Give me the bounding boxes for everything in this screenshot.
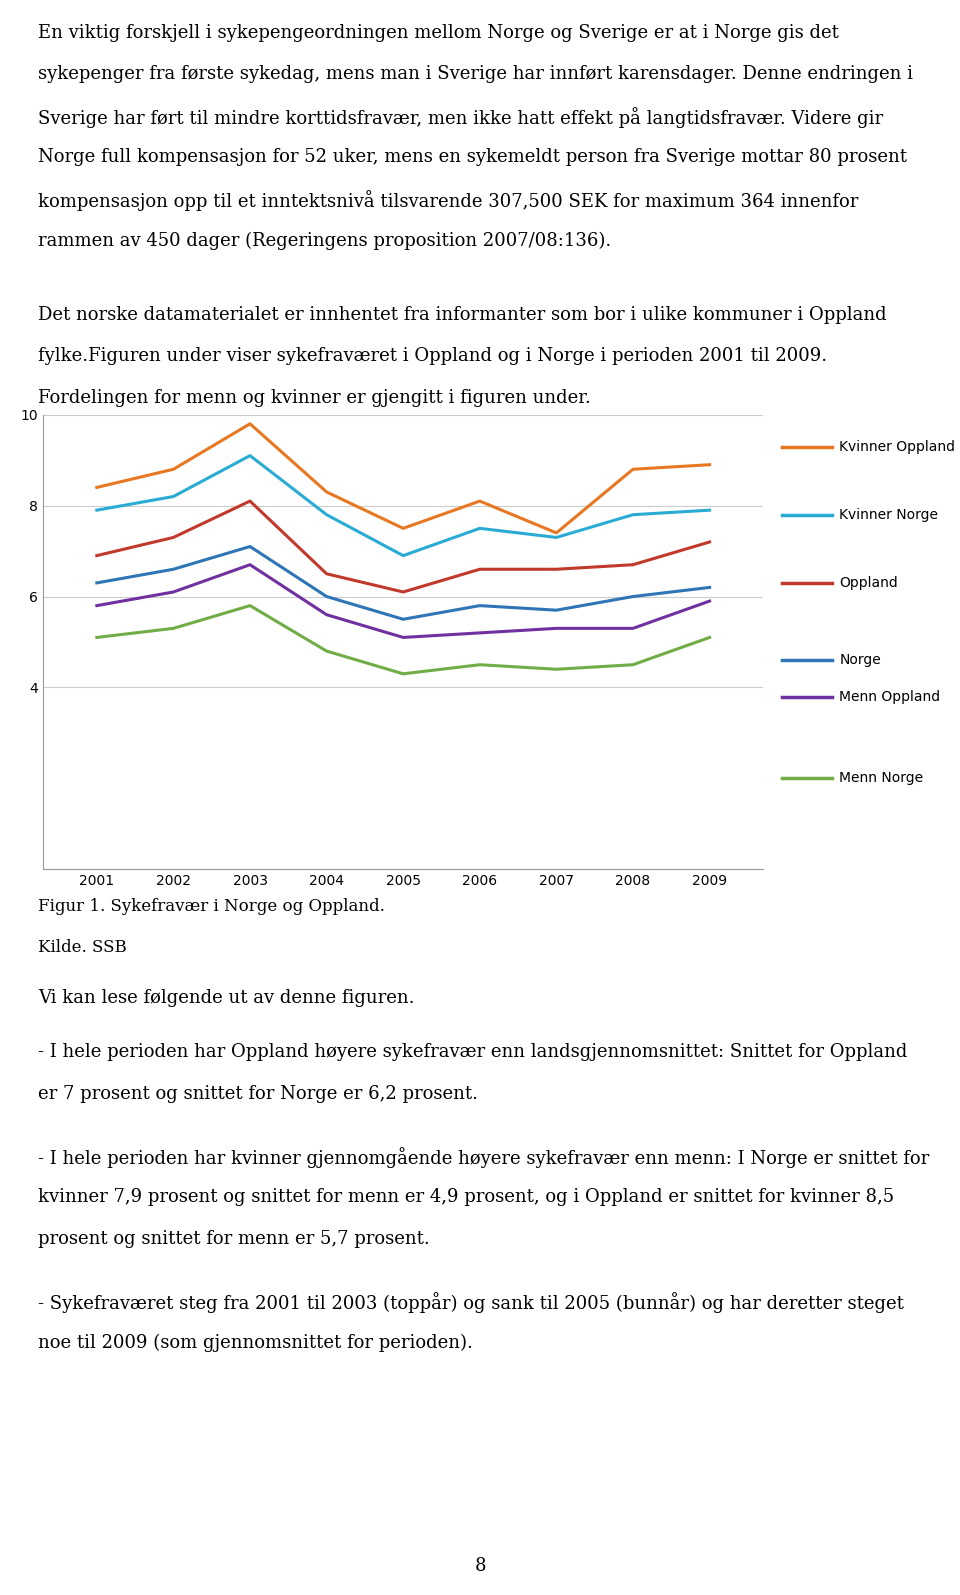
Text: Sverige har ført til mindre korttidsfravær, men ikke hatt effekt på langtidsfrav: Sverige har ført til mindre korttidsfrav… <box>38 107 883 128</box>
Text: Kvinner Norge: Kvinner Norge <box>839 507 938 522</box>
Text: noe til 2009 (som gjennomsnittet for perioden).: noe til 2009 (som gjennomsnittet for per… <box>38 1333 473 1351</box>
Text: Fordelingen for menn og kvinner er gjengitt i figuren under.: Fordelingen for menn og kvinner er gjeng… <box>38 389 591 407</box>
Text: Menn Norge: Menn Norge <box>839 772 924 785</box>
Text: 8: 8 <box>474 1557 486 1576</box>
Text: Oppland: Oppland <box>839 576 898 590</box>
Text: - I hele perioden har kvinner gjennomgående høyere sykefravær enn menn: I Norge : - I hele perioden har kvinner gjennomgåe… <box>38 1147 929 1168</box>
Text: - Sykefraværet steg fra 2001 til 2003 (toppår) og sank til 2005 (bunnår) og har : - Sykefraværet steg fra 2001 til 2003 (t… <box>38 1292 904 1313</box>
Text: sykepenger fra første sykedag, mens man i Sverige har innført karensdager. Denne: sykepenger fra første sykedag, mens man … <box>38 65 913 83</box>
Text: rammen av 450 dager (Regeringens proposition 2007/08:136).: rammen av 450 dager (Regeringens proposi… <box>38 231 612 249</box>
Text: Menn Oppland: Menn Oppland <box>839 689 941 703</box>
Text: Vi kan lese følgende ut av denne figuren.: Vi kan lese følgende ut av denne figuren… <box>38 989 415 1006</box>
Text: kvinner 7,9 prosent og snittet for menn er 4,9 prosent, og i Oppland er snittet : kvinner 7,9 prosent og snittet for menn … <box>38 1188 895 1206</box>
Text: er 7 prosent og snittet for Norge er 6,2 prosent.: er 7 prosent og snittet for Norge er 6,2… <box>38 1085 478 1102</box>
Text: kompensasjon opp til et inntektsnivå tilsvarende 307,500 SEK for maximum 364 inn: kompensasjon opp til et inntektsnivå til… <box>38 190 859 211</box>
Text: prosent og snittet for menn er 5,7 prosent.: prosent og snittet for menn er 5,7 prose… <box>38 1230 430 1247</box>
Text: Kilde. SSB: Kilde. SSB <box>38 939 127 957</box>
Text: Det norske datamaterialet er innhentet fra informanter som bor i ulike kommuner : Det norske datamaterialet er innhentet f… <box>38 306 887 324</box>
Text: fylke.Figuren under viser sykefraværet i Oppland og i Norge i perioden 2001 til : fylke.Figuren under viser sykefraværet i… <box>38 348 828 365</box>
Text: En viktig forskjell i sykepengeordningen mellom Norge og Sverige er at i Norge g: En viktig forskjell i sykepengeordningen… <box>38 24 839 41</box>
Text: Kvinner Oppland: Kvinner Oppland <box>839 440 955 453</box>
Text: Figur 1. Sykefravær i Norge og Oppland.: Figur 1. Sykefravær i Norge og Oppland. <box>38 898 385 916</box>
Text: - I hele perioden har Oppland høyere sykefravær enn landsgjennomsnittet: Snittet: - I hele perioden har Oppland høyere syk… <box>38 1043 908 1061</box>
Text: Norge: Norge <box>839 654 881 667</box>
Text: Norge full kompensasjon for 52 uker, mens en sykemeldt person fra Sverige mottar: Norge full kompensasjon for 52 uker, men… <box>38 148 907 166</box>
